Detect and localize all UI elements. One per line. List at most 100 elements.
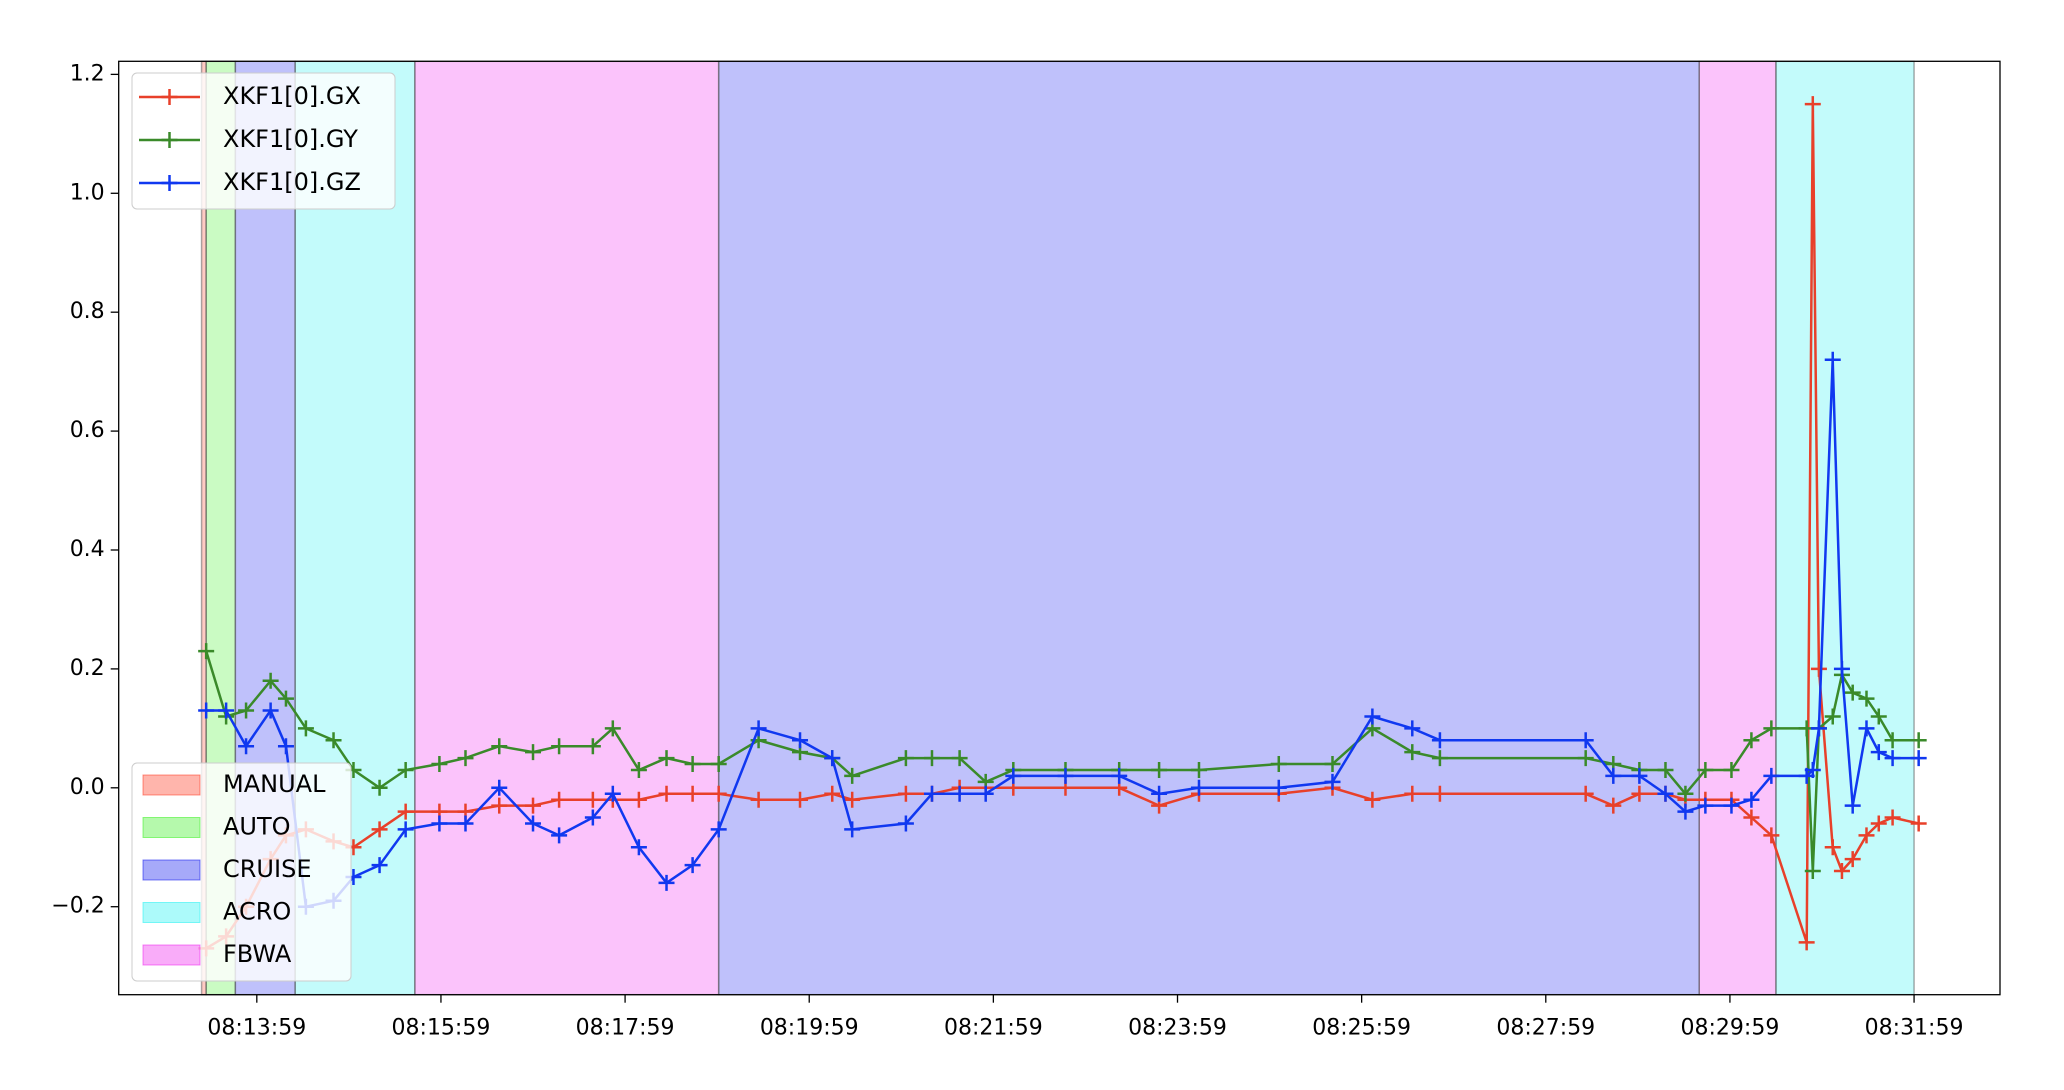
point-marker bbox=[1111, 767, 1128, 784]
point-marker bbox=[897, 750, 914, 767]
point-marker bbox=[525, 744, 542, 761]
point-marker bbox=[844, 791, 861, 808]
point-marker bbox=[1743, 809, 1760, 826]
series-line bbox=[205, 104, 1919, 950]
legend-marker bbox=[161, 89, 178, 105]
y-tick-label: −0.2 bbox=[51, 894, 104, 919]
point-marker bbox=[1577, 750, 1594, 767]
point-marker bbox=[1844, 797, 1861, 814]
y-tick-label: 0.8 bbox=[70, 299, 105, 324]
point-marker bbox=[525, 815, 542, 832]
point-marker bbox=[1697, 761, 1714, 778]
point-marker bbox=[1884, 750, 1901, 767]
y-tick-label: 1.0 bbox=[70, 180, 105, 205]
point-marker bbox=[1404, 785, 1421, 802]
legend-label: XKF1[0].GZ bbox=[223, 168, 361, 196]
point-marker bbox=[1763, 827, 1780, 844]
x-tick-label: 08:17:59 bbox=[576, 1016, 675, 1041]
point-marker bbox=[1364, 791, 1381, 808]
point-marker bbox=[923, 785, 940, 802]
point-marker bbox=[1858, 827, 1875, 844]
point-marker bbox=[1798, 934, 1815, 951]
point-marker bbox=[397, 803, 414, 820]
point-marker bbox=[684, 756, 701, 773]
point-marker bbox=[630, 791, 647, 808]
point-marker bbox=[218, 702, 235, 719]
point-marker bbox=[238, 738, 255, 755]
point-marker bbox=[1677, 785, 1694, 802]
mode-span bbox=[1698, 60, 1777, 996]
point-marker bbox=[431, 815, 448, 832]
point-marker bbox=[584, 791, 601, 808]
point-marker bbox=[844, 767, 861, 784]
y-tick-label: 0.0 bbox=[70, 775, 105, 800]
point-marker bbox=[584, 738, 601, 755]
point-marker bbox=[371, 779, 388, 796]
point-marker bbox=[658, 785, 675, 802]
x-tick-label: 08:27:59 bbox=[1496, 1016, 1595, 1041]
point-marker bbox=[923, 750, 940, 767]
x-tick-label: 08:21:59 bbox=[944, 1016, 1043, 1041]
point-marker bbox=[371, 857, 388, 874]
point-marker bbox=[1005, 767, 1022, 784]
legend-label: MANUAL bbox=[223, 770, 326, 798]
point-marker bbox=[1657, 761, 1674, 778]
point-marker bbox=[897, 815, 914, 832]
legend-label: CRUISE bbox=[223, 855, 311, 883]
point-marker bbox=[792, 732, 809, 749]
point-marker bbox=[710, 821, 727, 838]
point-marker bbox=[951, 750, 968, 767]
point-marker bbox=[457, 750, 474, 767]
point-marker bbox=[1884, 732, 1901, 749]
mode-span bbox=[717, 60, 1700, 996]
legend-patch bbox=[142, 902, 201, 923]
point-marker bbox=[397, 761, 414, 778]
point-marker bbox=[1577, 785, 1594, 802]
point-marker bbox=[1763, 767, 1780, 784]
x-tick-label: 08:29:59 bbox=[1681, 1016, 1780, 1041]
point-marker bbox=[277, 690, 294, 707]
point-marker bbox=[1844, 684, 1861, 701]
point-marker bbox=[604, 720, 621, 737]
point-marker bbox=[1431, 785, 1448, 802]
series-line bbox=[206, 359, 1919, 909]
point-marker bbox=[630, 761, 647, 778]
point-marker bbox=[551, 791, 568, 808]
point-marker bbox=[1431, 750, 1448, 767]
point-marker bbox=[1404, 744, 1421, 761]
legend-label: FBWA bbox=[223, 940, 292, 968]
point-marker bbox=[1824, 708, 1841, 725]
point-marker bbox=[1404, 720, 1421, 737]
point-marker bbox=[1858, 690, 1875, 707]
x-tick-label: 08:23:59 bbox=[1128, 1016, 1227, 1041]
point-marker bbox=[1631, 767, 1648, 784]
point-marker bbox=[525, 797, 542, 814]
legend-label: AUTO bbox=[223, 813, 291, 841]
mode-span bbox=[1775, 60, 1915, 996]
point-marker bbox=[710, 756, 727, 773]
point-marker bbox=[1833, 863, 1850, 880]
point-marker bbox=[750, 720, 767, 737]
point-marker bbox=[1631, 785, 1648, 802]
point-marker bbox=[897, 785, 914, 802]
y-tick-label: 0.6 bbox=[70, 418, 105, 443]
point-marker bbox=[1657, 785, 1674, 802]
series-legend: XKF1[0].GX XKF1[0].GY XKF1[0].GZ bbox=[131, 72, 396, 210]
point-marker bbox=[277, 738, 294, 755]
point-marker bbox=[551, 827, 568, 844]
legend-label: ACRO bbox=[223, 898, 291, 926]
point-marker bbox=[658, 750, 675, 767]
legend-patch bbox=[142, 859, 201, 881]
point-marker bbox=[750, 791, 767, 808]
point-marker bbox=[325, 732, 342, 749]
point-marker bbox=[1605, 767, 1622, 784]
legend-label: XKF1[0].GY bbox=[223, 125, 358, 153]
point-marker bbox=[1824, 351, 1841, 368]
point-marker bbox=[1723, 761, 1740, 778]
point-marker bbox=[1151, 785, 1168, 802]
point-marker bbox=[844, 821, 861, 838]
point-marker bbox=[1858, 720, 1875, 737]
point-marker bbox=[1431, 732, 1448, 749]
point-marker bbox=[1364, 708, 1381, 725]
